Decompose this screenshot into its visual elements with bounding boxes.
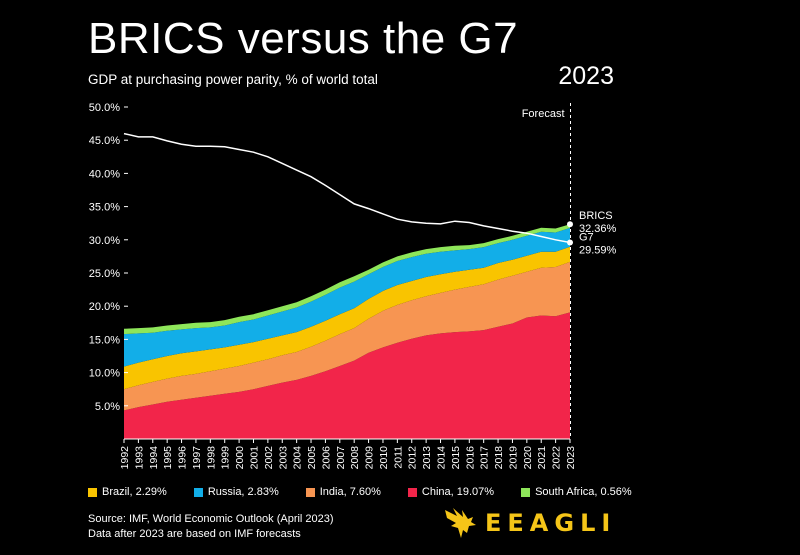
x-tick-label: 1993: [133, 446, 145, 470]
area-china: [124, 312, 570, 439]
x-tick-label: 2019: [508, 446, 520, 470]
eagle-icon: [445, 508, 476, 538]
x-tick-label: 1994: [148, 446, 160, 470]
g7-line: [123, 132, 571, 244]
x-tick-label: 2008: [349, 446, 361, 470]
y-tick-label: 20.0%: [89, 301, 120, 313]
chart-title: BRICS versus the G7: [88, 14, 519, 63]
forecast-label: Forecast: [522, 108, 565, 120]
legend-swatch: [407, 487, 417, 497]
x-tick-label: 2018: [493, 446, 505, 470]
legend-label: India, 7.60%: [319, 486, 381, 498]
x-tick-label: 2023: [565, 446, 577, 470]
legend-swatch: [88, 487, 97, 497]
x-tick-label: 1992: [119, 446, 131, 470]
x-tick-label: 2007: [335, 446, 347, 470]
x-tick-label: 2001: [249, 446, 261, 470]
legend-item-russia: Russia, 2.83%: [193, 486, 279, 498]
x-tick-label: 2010: [378, 446, 390, 470]
x-tick-label: 2016: [464, 446, 476, 470]
y-tick-label: 30.0%: [89, 235, 120, 247]
y-tick-label: 40.0%: [89, 168, 120, 180]
x-tick-label: 1999: [220, 446, 232, 470]
x-tick-label: 2022: [551, 446, 563, 470]
g7-end-marker: [567, 239, 573, 246]
x-tick-label: 1997: [191, 446, 203, 470]
x-tick-label: 2014: [436, 446, 448, 470]
x-tick-label: 2005: [306, 446, 318, 470]
y-tick-label: 45.0%: [89, 135, 120, 147]
legend-item-china: China, 19.07%: [407, 486, 495, 498]
logo-text: EEAGLI: [485, 509, 617, 537]
legend-label: Russia, 2.83%: [207, 486, 279, 498]
chart-subtitle: GDP at purchasing power parity, % of wor…: [88, 72, 378, 87]
x-tick-label: 2015: [450, 446, 462, 470]
x-tick-label: 1996: [177, 446, 189, 470]
x-tick-label: 2012: [407, 446, 419, 470]
legend-item-south-africa: South Africa, 0.56%: [521, 486, 632, 498]
y-tick-label: 5.0%: [95, 401, 120, 413]
y-tick-label: 15.0%: [89, 334, 120, 346]
x-tick-label: 1995: [162, 446, 174, 470]
g7-label: G7: [579, 232, 594, 244]
x-tick-label: 2013: [421, 446, 433, 470]
legend-swatch: [521, 487, 531, 497]
g7-value-label: 29.59%: [579, 245, 617, 257]
x-tick-label: 2003: [277, 446, 289, 470]
area-south-africa: [124, 224, 570, 335]
legend: Brazil, 2.29% Russia, 2.83% India, 7.60% Ch…: [88, 486, 659, 498]
source-note: Source: IMF, World Economic Outlook (Apr…: [88, 512, 334, 542]
x-tick-label: 1998: [205, 446, 217, 470]
source-line: Source: IMF, World Economic Outlook (Apr…: [88, 513, 334, 525]
legend-label: China, 19.07%: [421, 486, 495, 498]
x-tick-label: 2006: [320, 446, 332, 470]
brics-end-marker: [567, 221, 573, 228]
x-tick-label: 2011: [392, 446, 404, 469]
area-brazil: [124, 246, 570, 390]
legend-swatch: [305, 487, 315, 497]
area-russia: [124, 227, 570, 367]
x-tick-label: 2009: [364, 446, 376, 470]
area-india: [124, 261, 570, 411]
legend-item-india: India, 7.60%: [305, 486, 381, 498]
x-tick-label: 2021: [536, 446, 548, 470]
x-tick-label: 2020: [522, 446, 534, 470]
eeagli-logo: EEAGLI: [443, 506, 616, 540]
legend-label: Brazil, 2.29%: [102, 486, 167, 498]
legend-item-brazil: Brazil, 2.29%: [88, 486, 167, 498]
year-label: 2023: [558, 62, 614, 90]
y-tick-label: 10.0%: [89, 368, 120, 380]
y-tick-label: 50.0%: [89, 102, 120, 114]
y-tick-label: 35.0%: [89, 202, 120, 214]
brics-value-label: 32.36%: [579, 223, 617, 235]
x-tick-label: 2000: [234, 446, 246, 470]
x-tick-label: 2017: [479, 446, 491, 470]
x-tick-label: 2004: [292, 446, 304, 470]
legend-label: South Africa, 0.56%: [535, 486, 632, 498]
brics-label: BRICS: [579, 210, 613, 222]
y-tick-label: 25.0%: [89, 268, 120, 280]
legend-swatch: [193, 487, 203, 497]
forecast-note: Data after 2023 are based on IMF forecas…: [88, 528, 301, 540]
x-tick-label: 2002: [263, 446, 275, 470]
